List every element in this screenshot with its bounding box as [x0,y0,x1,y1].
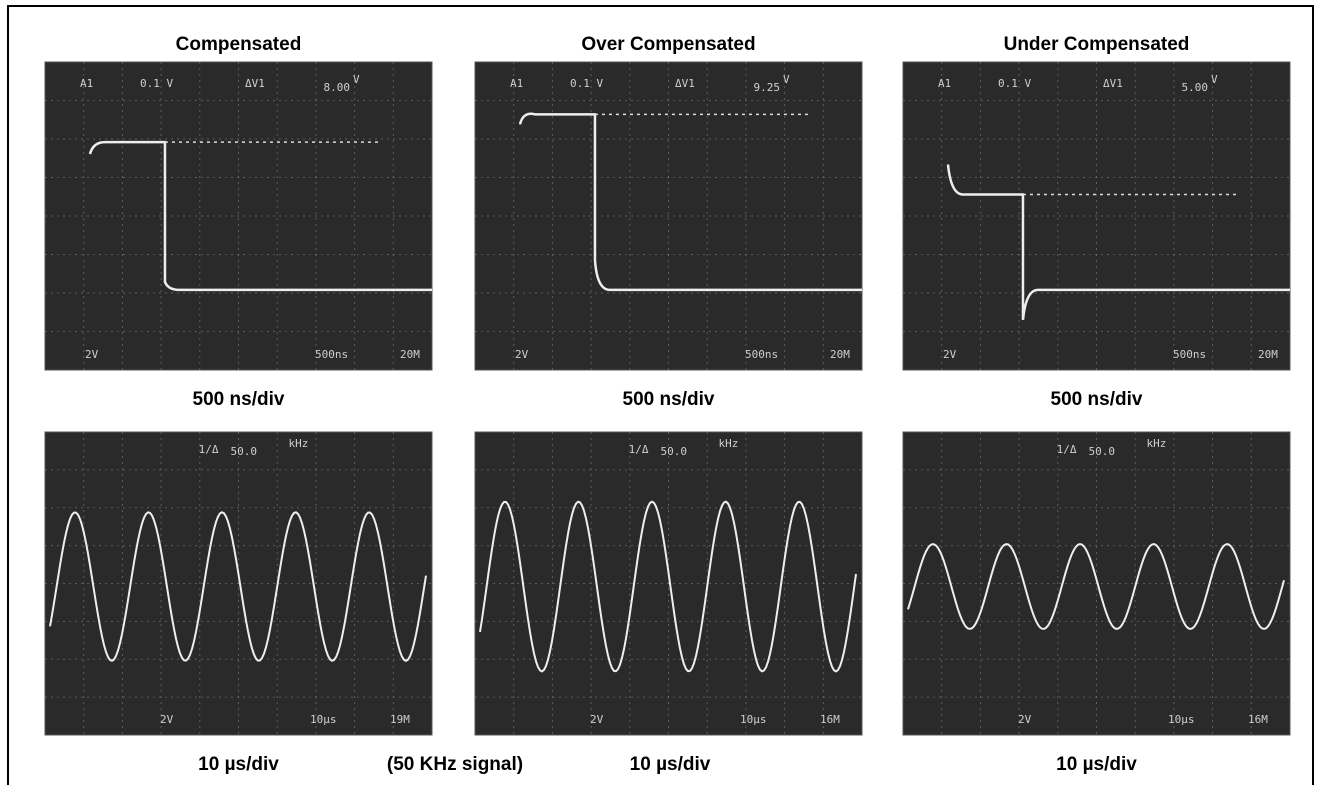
column-title: Over Compensated [581,34,755,55]
sine-trace [49,511,427,662]
square-trace [946,164,1290,321]
readout: A1 [938,77,951,90]
readout: A1 [510,77,523,90]
screen-label: 500ns [745,348,778,361]
screen-label: 20M [1258,348,1278,361]
readout: 0.1 V [998,77,1031,90]
timebase-caption: 500 ns/div [623,389,715,410]
screen-label: 2V [515,348,529,361]
screen-label: 10µs [740,713,767,726]
readout: 1/Δ [1057,443,1077,456]
column-title: Under Compensated [1004,34,1190,55]
readout-unit: V [353,73,360,86]
readout-value: 5.00 [1182,81,1209,94]
screen-label: 500ns [315,348,348,361]
screen-label: 2V [85,348,99,361]
readout-value: 9.25 [754,81,781,94]
screen-label: 2V [160,713,174,726]
screen-label: 16M [1248,713,1268,726]
screen-label: 20M [400,348,420,361]
screen-label: 16M [820,713,840,726]
readout-value: 50.0 [231,445,258,458]
timebase-caption: 500 ns/div [193,389,285,410]
square-trace [518,112,862,292]
readout-unit: kHz [289,437,309,450]
readout-unit: V [783,73,790,86]
sine-trace [907,543,1285,630]
readout-value: 50.0 [661,445,688,458]
readout: 0.1 V [570,77,603,90]
screen [44,431,433,736]
readout-unit: kHz [1147,437,1167,450]
sine-trace [479,500,857,673]
screen [902,431,1291,736]
screen [44,61,433,371]
timebase-caption: 10 µs/div [198,754,279,775]
screen [902,61,1291,371]
screen-label: 2V [1018,713,1032,726]
readout: 1/Δ [199,443,219,456]
readout-value: 50.0 [1089,445,1116,458]
screen-label: 500ns [1173,348,1206,361]
screen [474,431,863,736]
screen-label: 19M [390,713,410,726]
screen-label: 2V [943,348,957,361]
column-title: Compensated [176,34,302,55]
readout: ΔV1 [1103,77,1123,90]
readout: A1 [80,77,93,90]
readout-unit: V [1211,73,1218,86]
screen-label: 10µs [1168,713,1195,726]
readout: 1/Δ [629,443,649,456]
signal-note: (50 KHz signal) [387,754,523,775]
readout-unit: kHz [719,437,739,450]
timebase-caption: 10 µs/div [630,754,711,775]
readout: 0.1 V [140,77,173,90]
screen-label: 2V [590,713,604,726]
timebase-caption: 500 ns/div [1051,389,1143,410]
screen-label: 20M [830,348,850,361]
timebase-caption: 10 µs/div [1056,754,1137,775]
square-trace [88,140,432,292]
readout: ΔV1 [675,77,695,90]
readout: ΔV1 [245,77,265,90]
readout-value: 8.00 [324,81,351,94]
screen-label: 10µs [310,713,337,726]
